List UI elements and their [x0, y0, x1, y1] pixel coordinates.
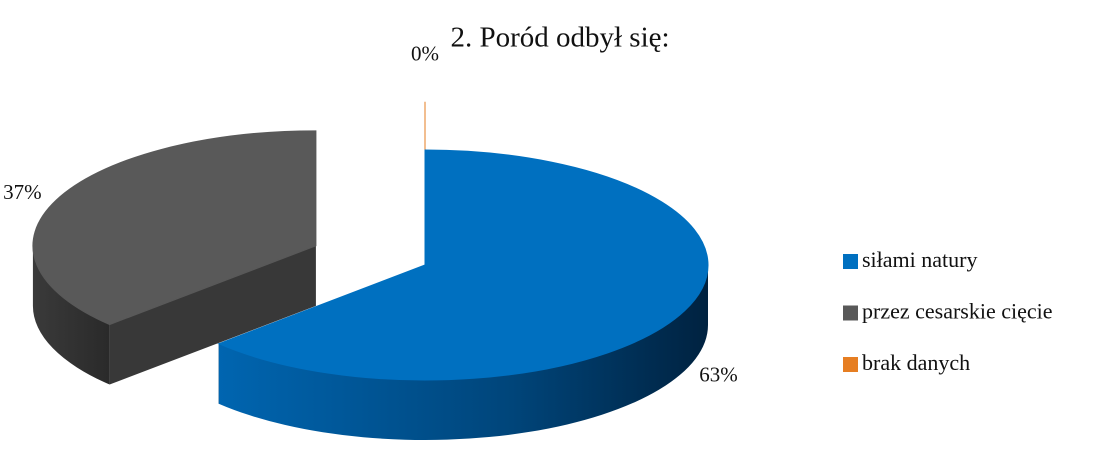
slice-wall — [218, 265, 708, 441]
slice — [32, 130, 317, 385]
data-label: 63% — [699, 362, 738, 386]
slice-top — [217, 149, 709, 381]
data-label: 37% — [3, 180, 42, 204]
slice — [217, 149, 709, 441]
slice-wall — [32, 245, 110, 385]
legend-swatch — [843, 305, 858, 321]
legend-label: przez cesarskie cięcie — [862, 299, 1053, 324]
legend-swatch — [843, 254, 858, 269]
data-label: 0% — [411, 42, 439, 66]
chart-title: 2. Poród odbył się: — [450, 22, 669, 54]
legend-swatch — [843, 357, 858, 372]
slice-top — [32, 130, 317, 326]
legend-label: siłami natury — [862, 247, 977, 272]
slice-side — [109, 245, 316, 385]
legend-label: brak danych — [862, 350, 970, 375]
